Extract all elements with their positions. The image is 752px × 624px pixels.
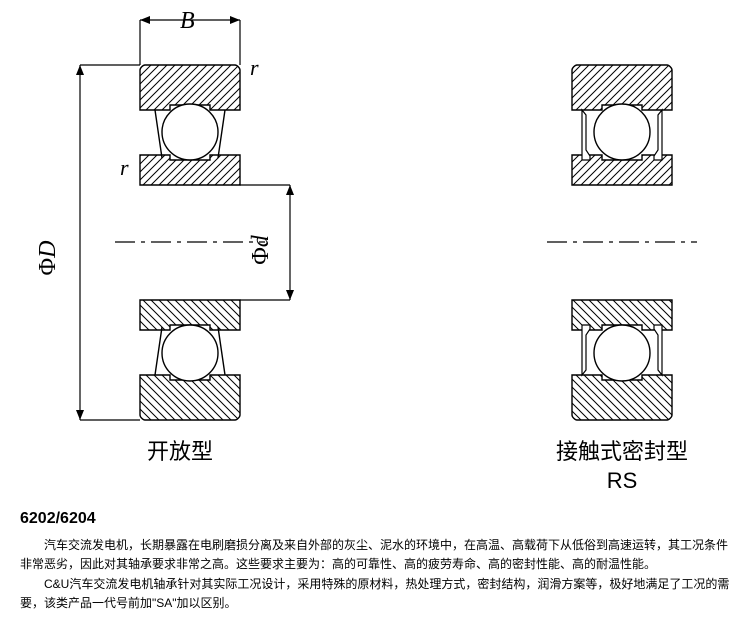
desc-para-2: C&U汽车交流发电机轴承针对其实际工况设计，采用特殊的原材料，热处理方式，密封结… [20, 575, 732, 613]
seal-type-label: 接触式密封型 RS [556, 438, 688, 495]
diagrams-row: B r r [20, 10, 732, 495]
open-type-block: B r r [30, 10, 330, 495]
description: 汽车交流发电机，长期暴露在电刷磨损分离及来自外部的灰尘、泥水的环境中，在高温、高… [20, 536, 732, 613]
seal-type-block: 接触式密封型 RS [532, 10, 712, 495]
dim-r-top: r [250, 55, 259, 80]
open-type-diagram: B r r [30, 10, 330, 430]
model-header: 6202/6204 [20, 510, 732, 528]
dim-r-side: r [120, 155, 129, 180]
desc-para-1: 汽车交流发电机，长期暴露在电刷磨损分离及来自外部的灰尘、泥水的环境中，在高温、高… [20, 536, 732, 574]
svg-text:ΦD: ΦD [35, 241, 61, 276]
svg-text:Φd: Φd [248, 234, 274, 265]
dim-B: B [180, 10, 195, 34]
seal-type-diagram [532, 10, 712, 430]
open-type-label: 开放型 [147, 438, 213, 467]
